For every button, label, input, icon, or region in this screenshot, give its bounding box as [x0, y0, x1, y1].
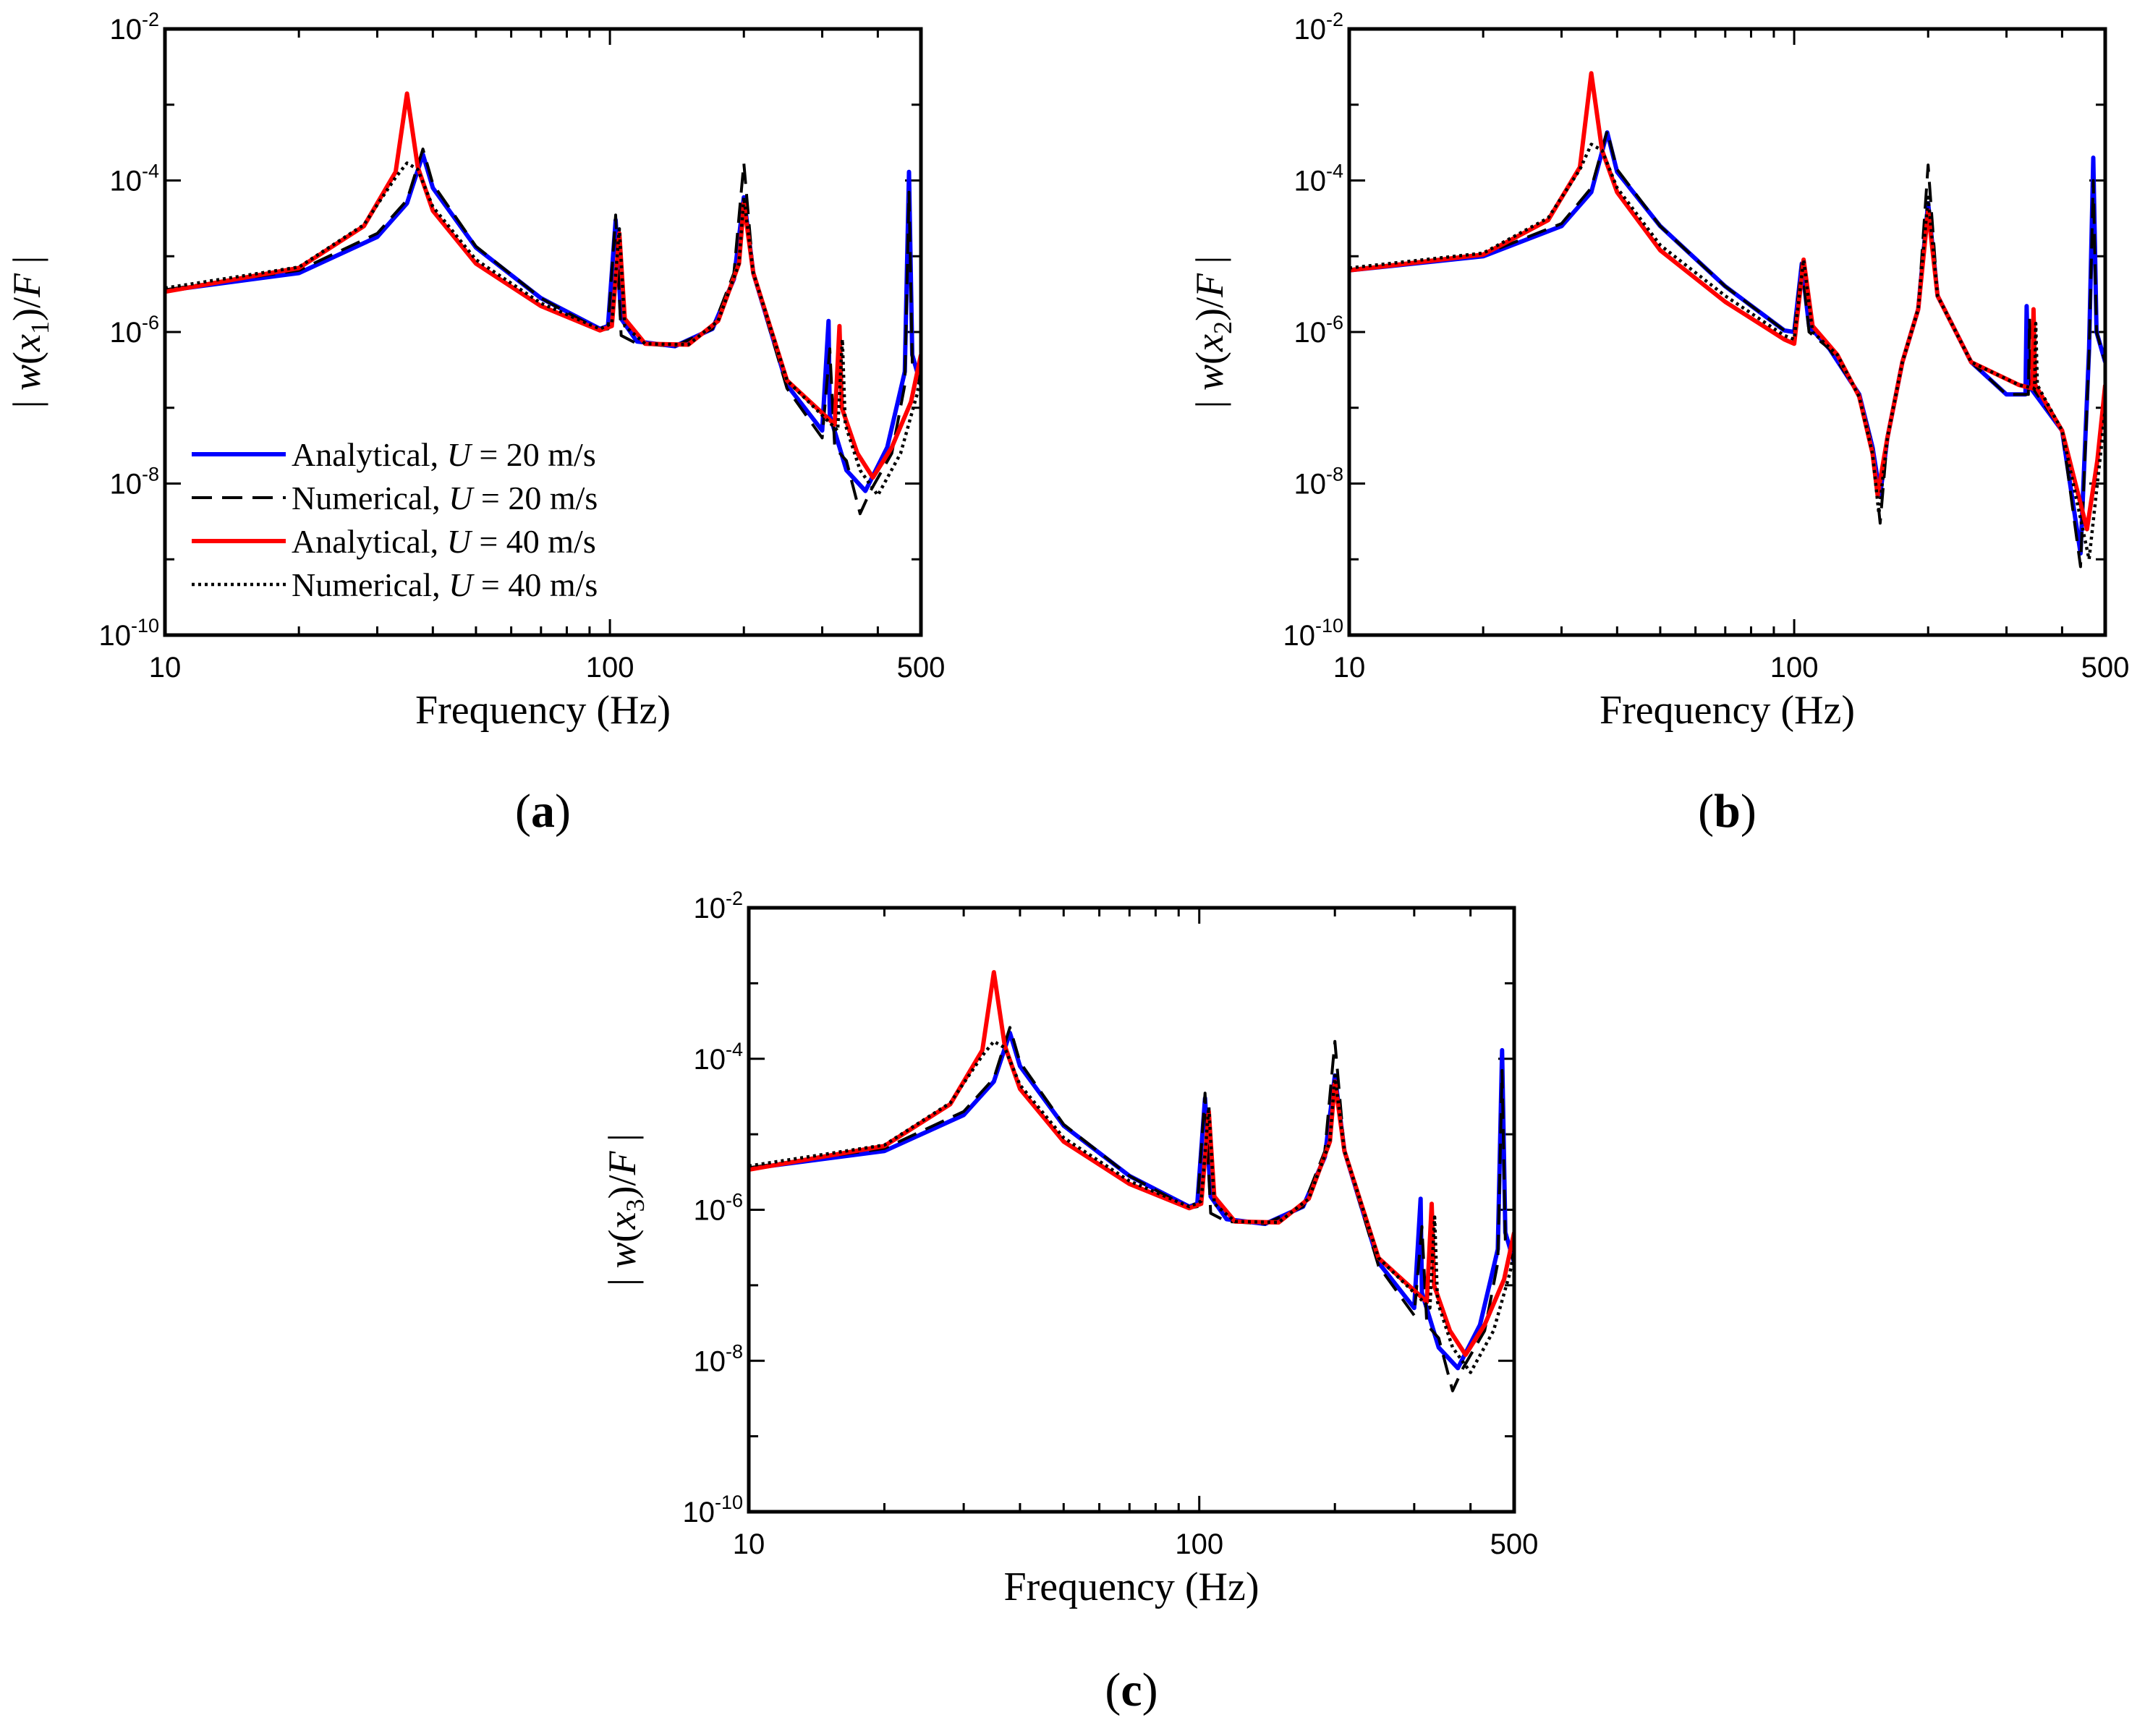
- series-line-dotted-3: [165, 161, 921, 497]
- y-tick-label: 10-2: [693, 888, 743, 924]
- series-line-solid-0: [1349, 130, 2105, 556]
- series-line-dashed-1: [749, 1026, 1514, 1392]
- y-axis-label: | w(x2)/F |: [1188, 256, 1237, 409]
- legend: Analytical, U = 20 m/s Numerical, U = 20 …: [192, 436, 598, 603]
- y-axis-label: | w(x3)/F |: [600, 1133, 650, 1286]
- x-axis-label: Frequency (Hz): [1600, 688, 1855, 733]
- y-tick-label: 10-4: [1294, 161, 1343, 197]
- series-line-solid-2: [1349, 71, 2105, 532]
- x-axis-label: Frequency (Hz): [1004, 1565, 1260, 1609]
- chart-panel-b: 10 100 500 10-10 10-8 10-6 10-4 10-2 Frequency (…: [1188, 9, 2129, 838]
- chart-panel-a: 10 100 500 10-10 10-8 10-6 10-4 10-2 Frequency (…: [5, 9, 945, 838]
- series-group: [1349, 71, 2105, 569]
- series-line-solid-2: [749, 970, 1514, 1357]
- panel-label: (b): [1698, 785, 1757, 838]
- x-tick-label: 500: [897, 652, 946, 684]
- y-tick-label: 10-2: [1294, 9, 1343, 46]
- y-tick-label: 10-8: [693, 1340, 743, 1377]
- y-tick-label: 10-4: [693, 1039, 743, 1076]
- x-tick-label: 100: [1175, 1528, 1223, 1560]
- y-tick-label: 10-6: [693, 1190, 743, 1227]
- y-tick-label: 10-2: [109, 9, 159, 46]
- y-tick-label: 10-6: [109, 312, 159, 349]
- series-group: [165, 91, 921, 516]
- x-tick-label: 100: [586, 652, 634, 684]
- series-line-dashed-1: [1349, 129, 2105, 569]
- series-line-solid-2: [165, 91, 921, 480]
- x-tick-label: 10: [1333, 652, 1366, 684]
- x-tick-label: 10: [149, 652, 182, 684]
- y-tick-label: 10-10: [1283, 615, 1343, 652]
- panel-label: (a): [515, 785, 571, 838]
- legend-entry: Numerical, U = 40 m/s: [292, 566, 598, 603]
- series-line-dotted-3: [749, 1039, 1514, 1374]
- chart-panel-c: 10 100 500 10-10 10-8 10-6 10-4 10-2 Frequency (…: [600, 888, 1538, 1716]
- y-tick-label: 10-6: [1294, 312, 1343, 349]
- y-tick-label: 10-10: [98, 615, 159, 652]
- legend-entry: Numerical, U = 20 m/s: [292, 480, 598, 516]
- panel-label: (c): [1105, 1664, 1158, 1716]
- x-tick-label: 10: [733, 1528, 765, 1560]
- x-tick-label: 100: [1770, 652, 1819, 684]
- plot-frame: [163, 27, 923, 637]
- series-line-dotted-3: [1349, 142, 2105, 561]
- x-tick-label: 500: [2081, 652, 2130, 684]
- legend-entry: Analytical, U = 40 m/s: [292, 523, 596, 560]
- y-tick-label: 10-10: [682, 1492, 743, 1528]
- y-tick-label: 10-8: [109, 464, 159, 501]
- x-tick-label: 500: [1490, 1528, 1539, 1560]
- plot-frame: [1347, 27, 2107, 637]
- plot-frame: [747, 906, 1516, 1514]
- legend-entry: Analytical, U = 20 m/s: [292, 436, 596, 473]
- y-tick-label: 10-4: [109, 161, 159, 197]
- y-tick-label: 10-8: [1294, 464, 1343, 501]
- series-group: [749, 970, 1514, 1392]
- series-line-solid-0: [749, 1031, 1514, 1371]
- y-axis-label: | w(x1)/F |: [5, 256, 54, 409]
- x-axis-label: Frequency (Hz): [415, 688, 671, 733]
